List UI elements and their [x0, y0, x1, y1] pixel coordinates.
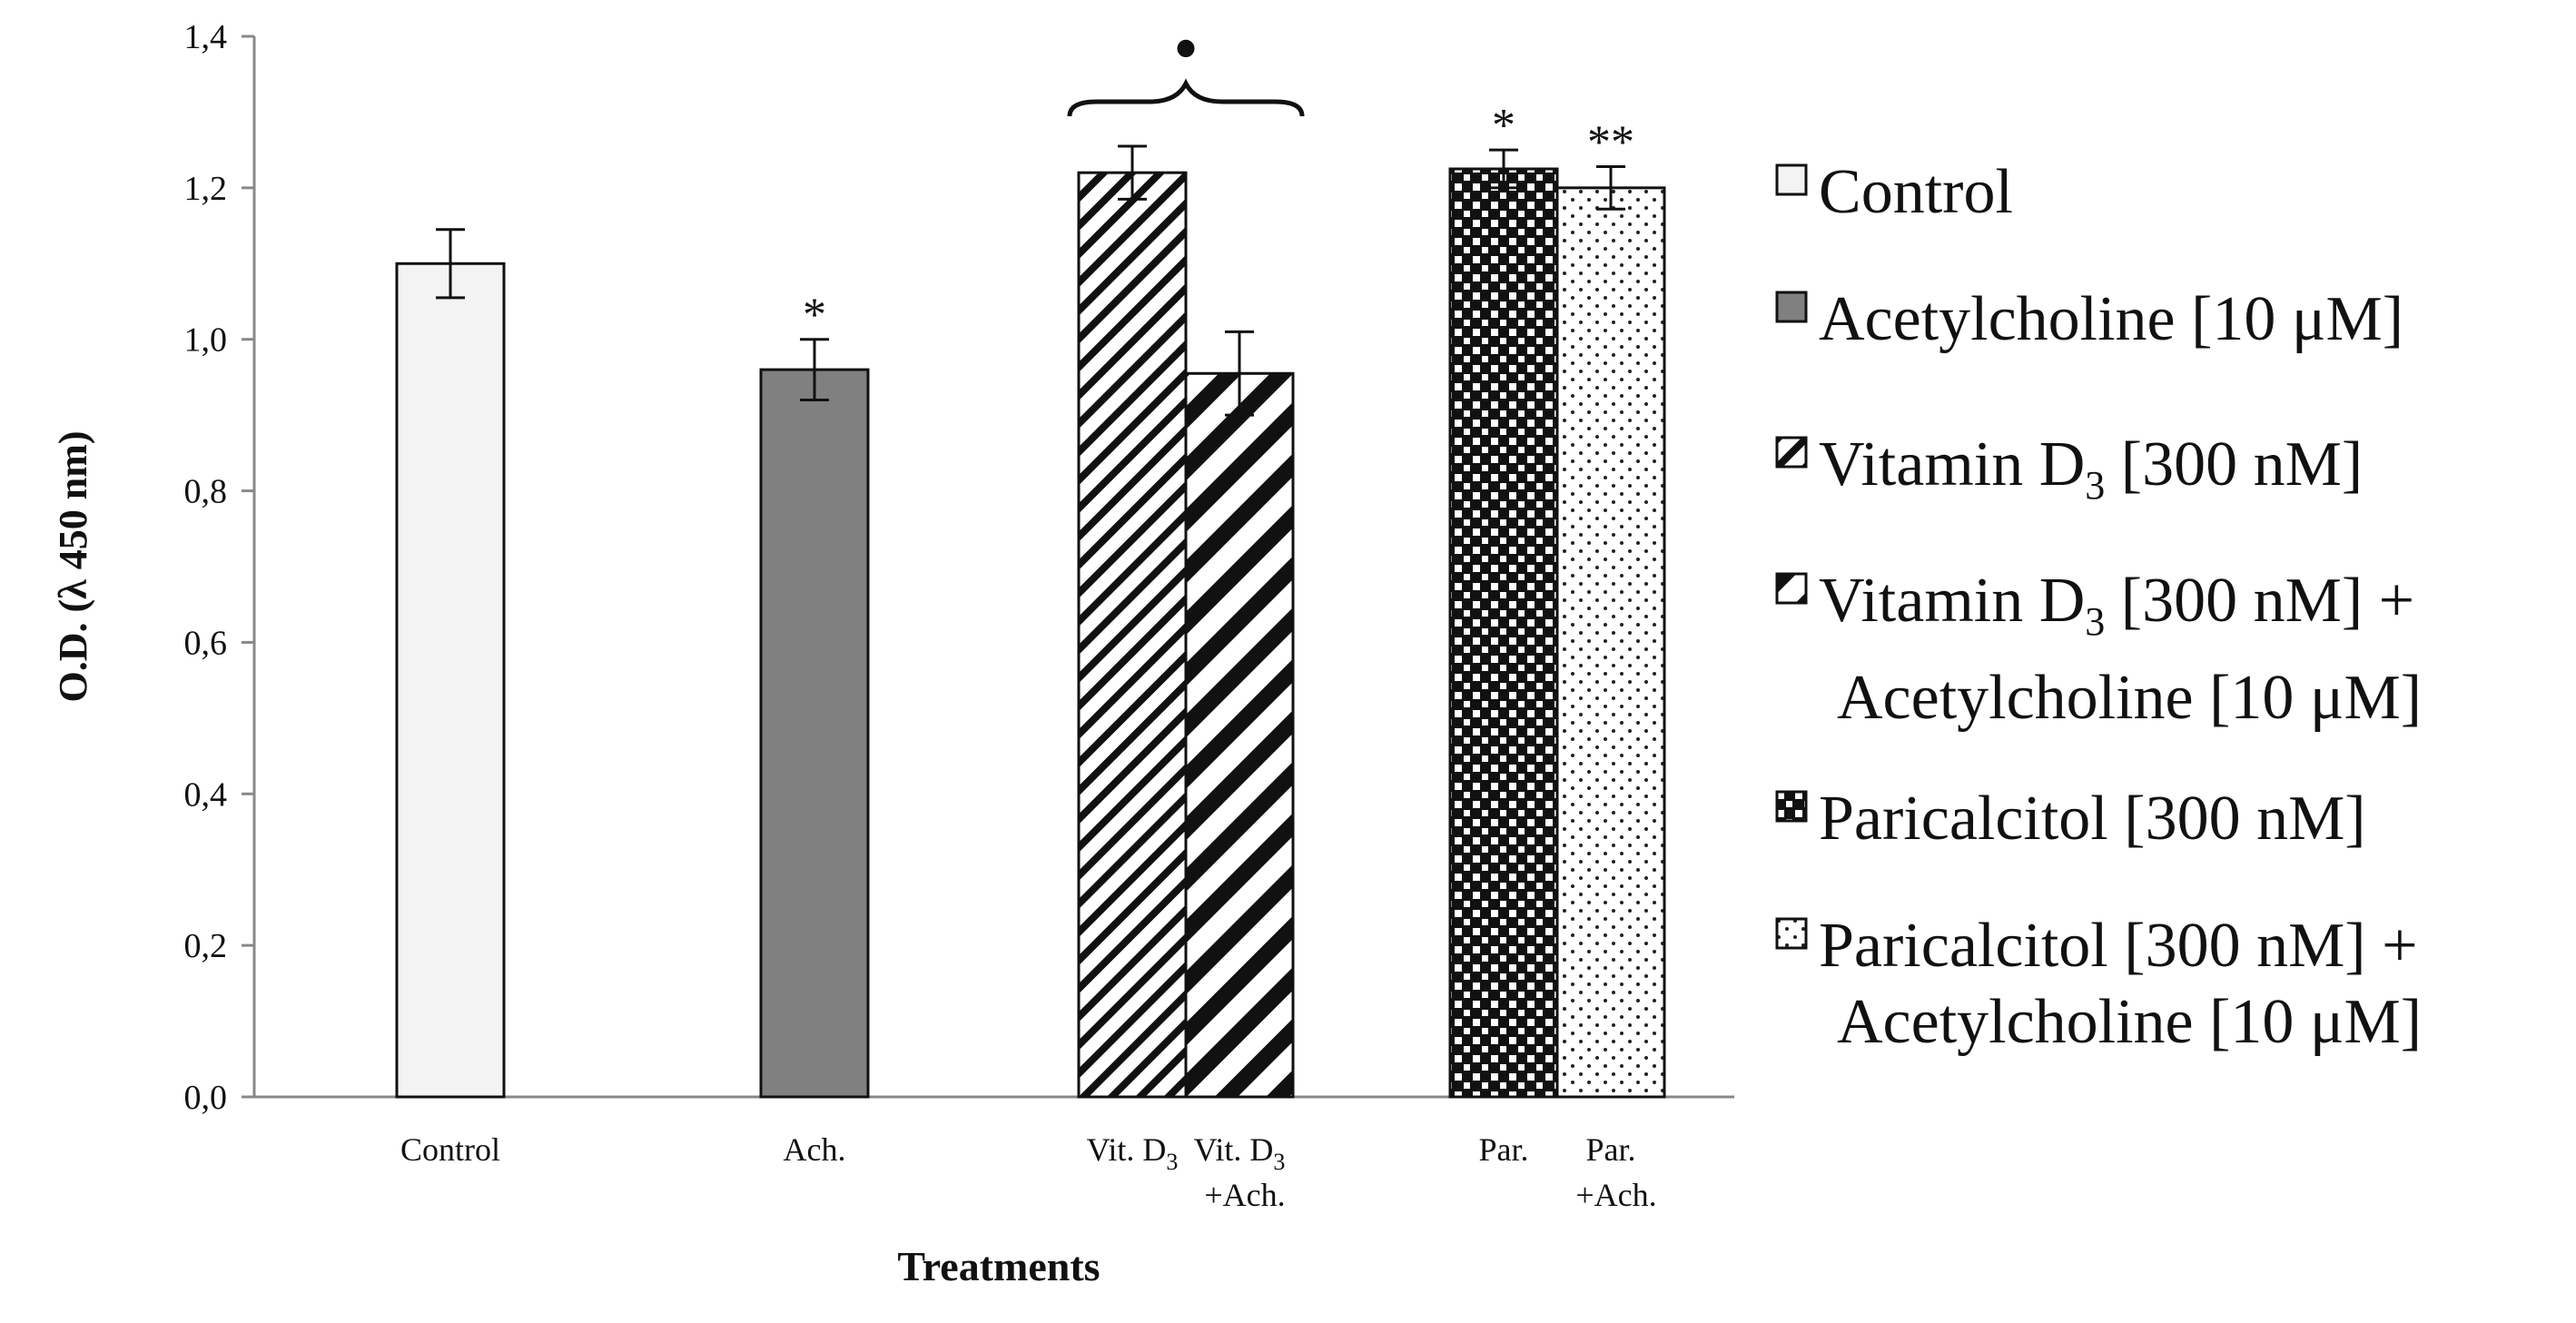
significance-marker: *	[803, 290, 826, 341]
category-label: Vit. D3	[1087, 1131, 1179, 1175]
legend-item: Control	[1775, 154, 2013, 231]
legend-swatch	[1775, 436, 1808, 469]
y-tick-label: 0,4	[184, 775, 228, 814]
bar-vit-d3	[1077, 171, 1188, 1099]
bar-control	[395, 262, 506, 1099]
significance-marker: **	[1587, 116, 1634, 168]
category-label: Control	[400, 1131, 500, 1168]
legend-item: Paricalcitol [300 nM] + Acetylcholine [10…	[1775, 908, 2422, 1061]
bar-par-	[1448, 167, 1559, 1099]
y-axis-title: O.D. (λ 450 nm)	[51, 430, 95, 702]
group-marker: •	[1173, 9, 1199, 89]
significance-marker: *	[1492, 100, 1515, 152]
x-axis-title: Treatments	[897, 1243, 1100, 1289]
category-label: Vit. D3	[1194, 1131, 1286, 1175]
bar-chart: 0,0 0,2 0,4 0,6 0,8 1,0 1,2 1,4 O.D. (λ 450 nm) T…	[51, 9, 1734, 1289]
y-tick-label: 0,6	[184, 624, 228, 662]
bar-ach-	[759, 368, 870, 1099]
legend-item: Vitamin D3 [300 nM]	[1775, 427, 2363, 524]
legend-label: Acetylcholine [10 μM]	[1819, 284, 2404, 354]
legend-label: Vitamin D3 [300 nM]	[1819, 429, 2364, 508]
bars	[395, 144, 1666, 1099]
labels: Control*Ach. Vit. D3 Vit. D3+Ach.*Par.**Pa…	[400, 9, 1657, 1213]
bar-vit-d3-ach-	[1184, 371, 1295, 1099]
legend-item: Vitamin D3 [300 nM] + Acetylcholine [10 μ…	[1775, 563, 2422, 736]
category-label-line2: +Ach.	[1575, 1177, 1656, 1213]
legend-item: Acetylcholine [10 μM]	[1775, 281, 2403, 358]
bar-par-ach-	[1555, 186, 1666, 1099]
legend-swatch	[1775, 790, 1808, 823]
y-tick-label: 1,0	[184, 321, 228, 360]
y-tick-label: 0,2	[184, 927, 228, 965]
group-brace	[1067, 78, 1305, 117]
legend-swatch	[1775, 163, 1808, 196]
legend-label: Paricalcitol [300 nM] + Acetylcholine [10…	[1819, 911, 2423, 1057]
category-label: Ach.	[784, 1131, 846, 1168]
category-label: Par.	[1478, 1131, 1528, 1168]
legend-label: Control	[1819, 157, 2013, 227]
y-tick-label: 0,8	[184, 473, 228, 511]
y-tick-label: 1,4	[184, 18, 228, 56]
legend: Control Acetylcholine [10 μM] Vitamin D3 […	[1775, 0, 2556, 1323]
legend-swatch	[1775, 917, 1808, 950]
category-label-line2: +Ach.	[1204, 1177, 1285, 1213]
legend-item: Paricalcitol [300 nM]	[1775, 781, 2366, 857]
axes: 0,0 0,2 0,4 0,6 0,8 1,0 1,2 1,4 O.D. (λ 450 nm) T…	[51, 18, 1734, 1289]
legend-label: Vitamin D3 [300 nM] + Acetylcholine [10 μ…	[1819, 566, 2423, 733]
legend-swatch	[1775, 291, 1808, 323]
y-tick-label: 1,2	[184, 170, 228, 208]
legend-swatch	[1775, 572, 1808, 605]
y-tick-label: 0,0	[184, 1079, 228, 1117]
category-label: Par.	[1585, 1131, 1635, 1168]
legend-label: Paricalcitol [300 nM]	[1819, 784, 2366, 854]
